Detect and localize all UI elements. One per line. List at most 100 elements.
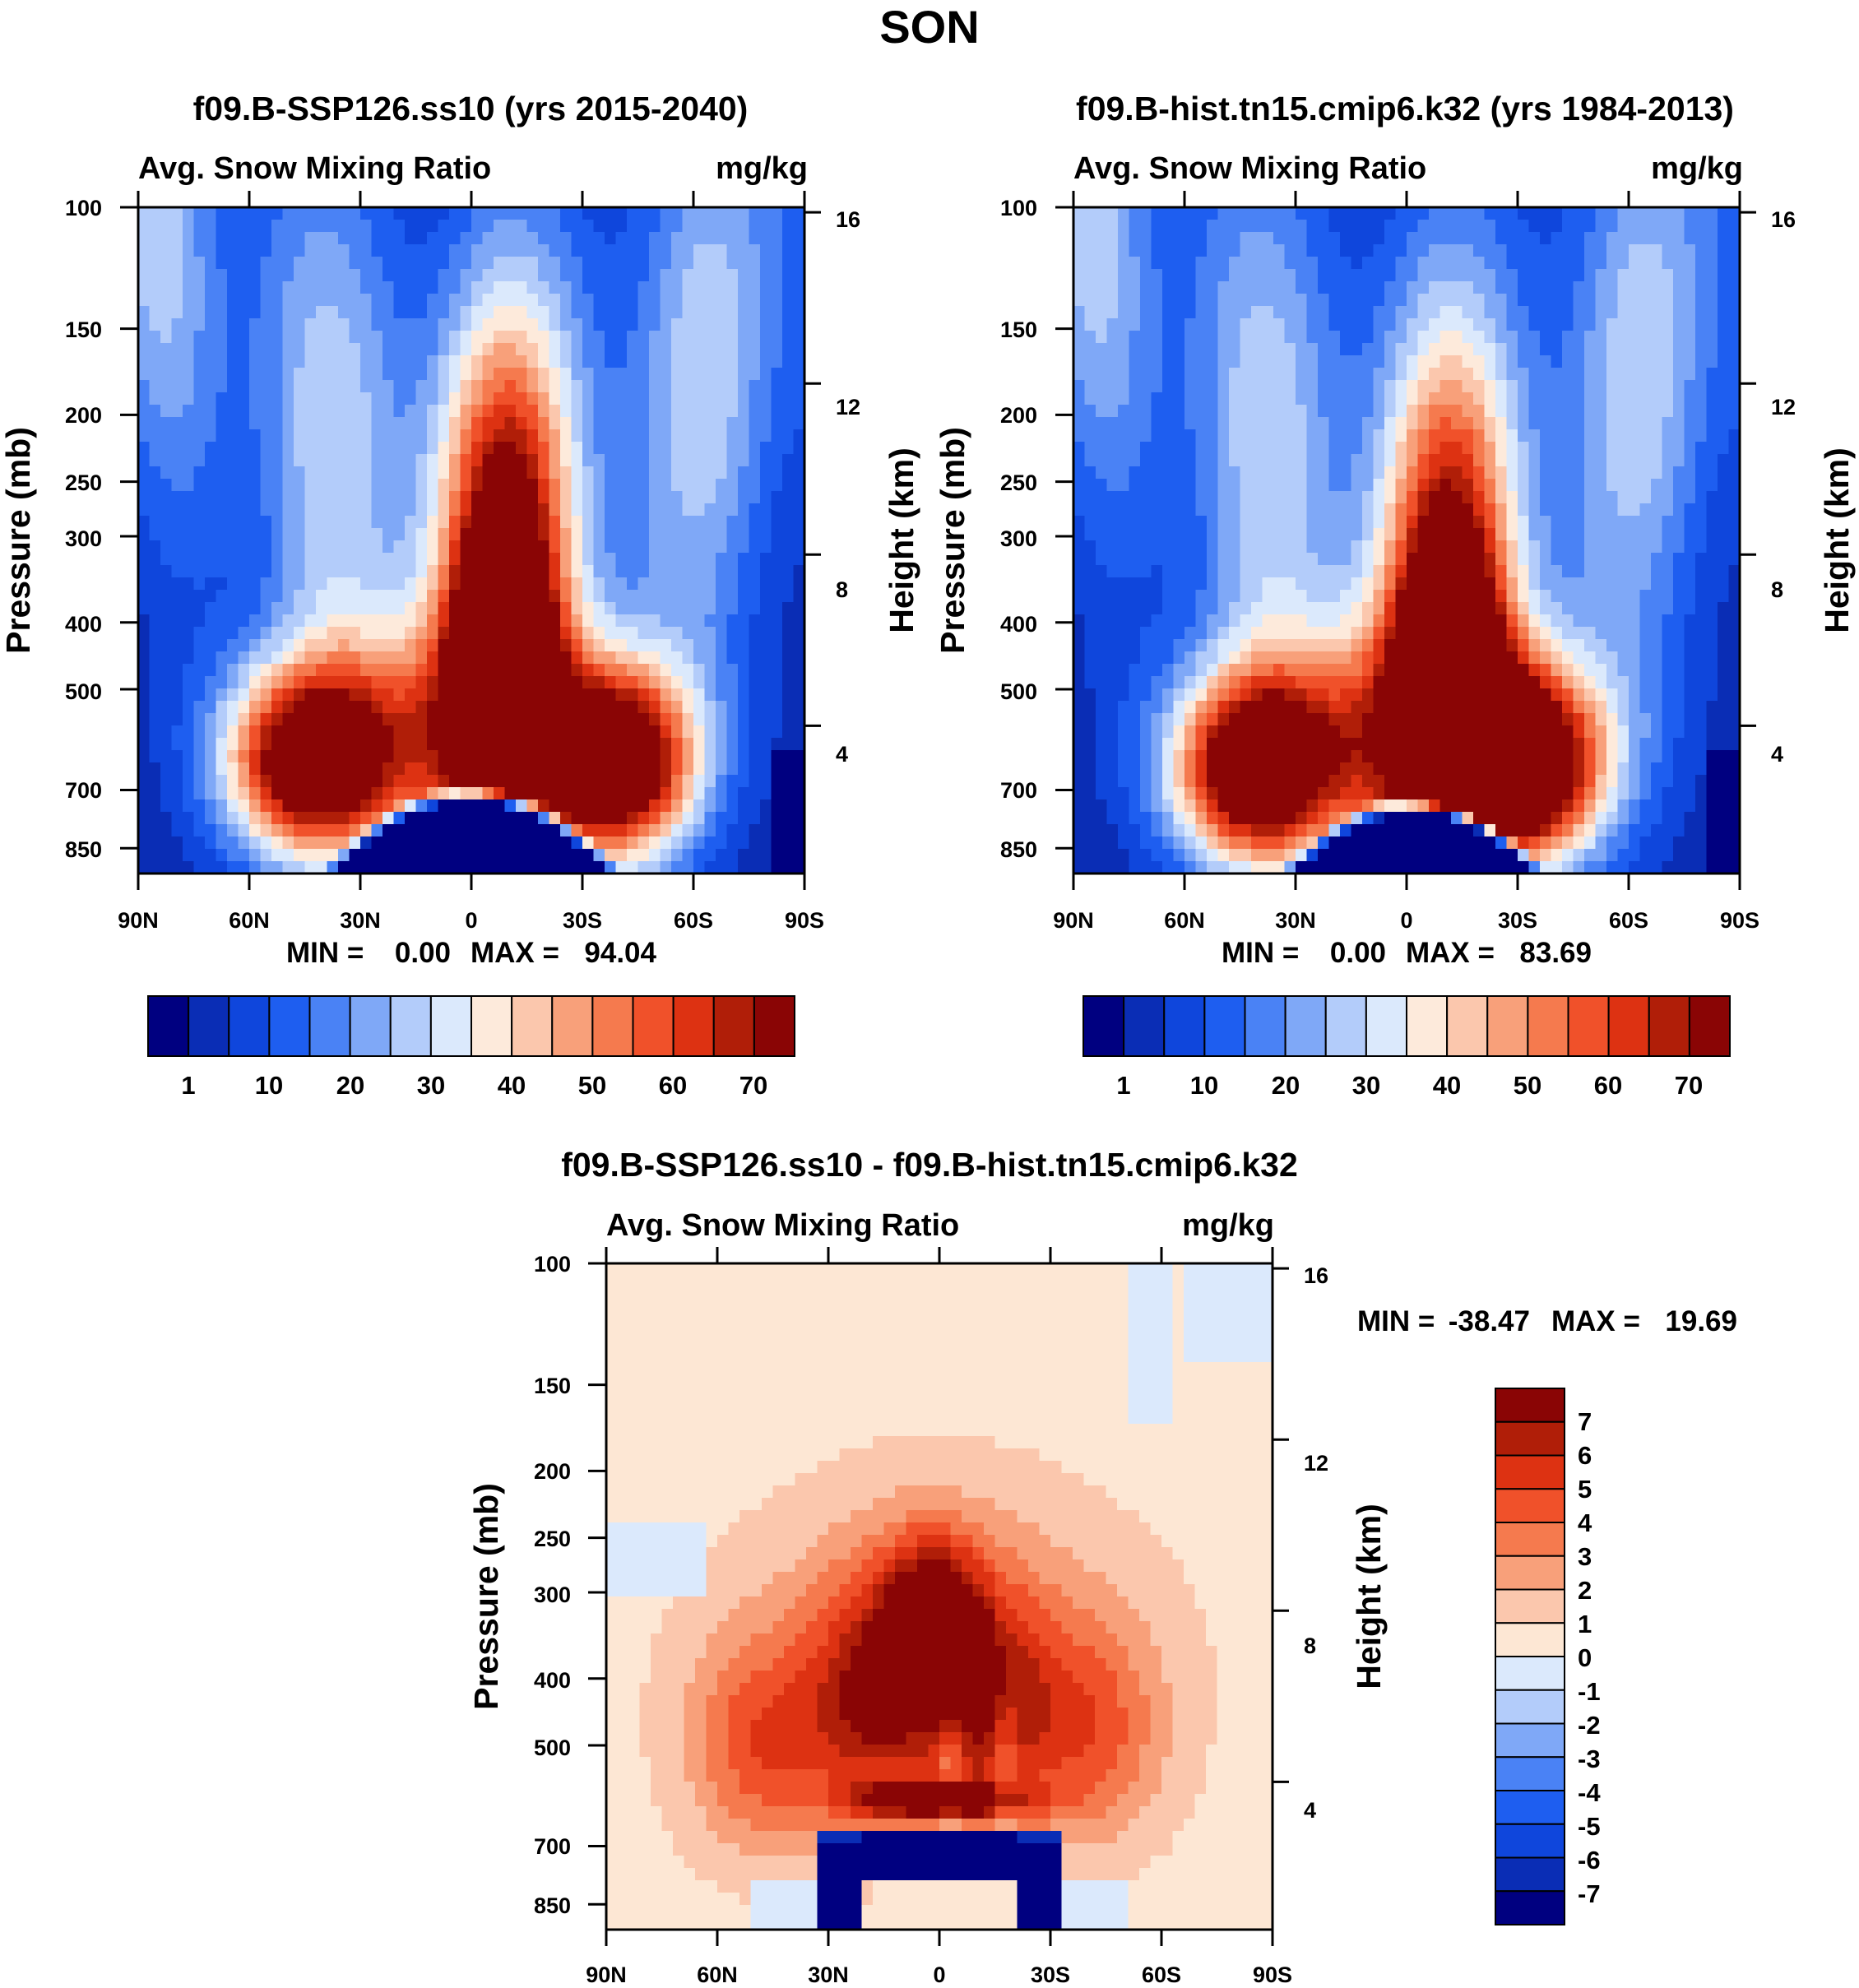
contour-cell bbox=[338, 812, 350, 825]
contour-cell bbox=[183, 664, 195, 677]
contour-cell bbox=[1528, 207, 1541, 220]
contour-cell bbox=[460, 565, 472, 578]
contour-cell bbox=[1684, 331, 1696, 344]
contour-cell bbox=[316, 725, 328, 739]
contour-cell bbox=[1518, 429, 1530, 443]
contour-cell bbox=[171, 220, 183, 233]
contour-cell bbox=[1528, 405, 1541, 418]
contour-cell bbox=[171, 787, 183, 800]
contour-cell bbox=[371, 454, 383, 467]
contour-cell bbox=[1540, 368, 1552, 381]
contour-cell bbox=[1096, 355, 1108, 368]
contour-cell bbox=[1495, 405, 1508, 418]
contour-cell bbox=[205, 466, 217, 480]
contour-cell bbox=[249, 417, 262, 430]
contour-cell bbox=[549, 207, 561, 220]
contour-cell bbox=[671, 257, 684, 270]
contour-cell bbox=[249, 232, 262, 245]
contour-cell bbox=[415, 380, 428, 393]
contour-cell bbox=[138, 553, 151, 566]
contour-cell bbox=[1262, 281, 1274, 294]
contour-cell bbox=[1318, 503, 1330, 517]
contour-cell bbox=[716, 738, 728, 751]
contour-cell bbox=[1495, 454, 1508, 467]
contour-cell bbox=[405, 762, 417, 776]
contour-cell bbox=[516, 269, 528, 282]
contour-cell bbox=[682, 380, 694, 393]
contour-cell bbox=[671, 269, 684, 282]
contour-cell bbox=[382, 602, 395, 615]
contour-cell bbox=[1296, 368, 1308, 381]
contour-cell bbox=[282, 824, 294, 837]
contour-cell bbox=[271, 701, 284, 714]
contour-cell bbox=[1629, 294, 1641, 307]
contour-cell bbox=[338, 244, 350, 257]
contour-cell bbox=[1695, 306, 1708, 319]
contour-cell bbox=[1651, 368, 1663, 381]
contour-cell bbox=[516, 701, 528, 714]
contour-cell bbox=[749, 651, 761, 665]
contour-cell bbox=[1429, 466, 1441, 480]
contour-cell bbox=[1451, 479, 1463, 492]
contour-cell bbox=[360, 602, 373, 615]
contour-cell bbox=[171, 775, 183, 788]
contour-cell bbox=[738, 812, 750, 825]
contour-cell bbox=[593, 787, 605, 800]
contour-cell bbox=[516, 516, 528, 529]
contour-cell bbox=[793, 627, 805, 640]
contour-field bbox=[1073, 207, 1741, 874]
contour-cell bbox=[138, 861, 151, 874]
x-tick-label: 30N bbox=[340, 908, 381, 933]
contour-cell bbox=[216, 750, 228, 763]
contour-cell bbox=[1606, 479, 1619, 492]
contour-cell bbox=[138, 516, 151, 529]
contour-cell bbox=[682, 750, 694, 763]
contour-cell bbox=[1384, 491, 1397, 504]
contour-cell bbox=[1207, 294, 1219, 307]
contour-cell bbox=[1584, 343, 1597, 356]
contour-cell bbox=[549, 442, 561, 455]
contour-cell bbox=[216, 553, 228, 566]
contour-cell bbox=[1484, 454, 1496, 467]
contour-cell bbox=[793, 392, 805, 405]
contour-cell bbox=[726, 392, 739, 405]
x-tick-label: 30S bbox=[563, 908, 602, 933]
contour-cell bbox=[660, 688, 672, 702]
contour-cell bbox=[605, 269, 617, 282]
contour-cell bbox=[1540, 220, 1552, 233]
contour-cell bbox=[1296, 257, 1308, 270]
contour-cell bbox=[571, 602, 583, 615]
contour-cell bbox=[1328, 318, 1341, 331]
contour-cell bbox=[716, 257, 728, 270]
contour-cell bbox=[516, 836, 528, 850]
contour-cell bbox=[649, 676, 661, 689]
contour-cell bbox=[627, 762, 639, 776]
contour-cell bbox=[1284, 392, 1296, 405]
contour-cell bbox=[316, 355, 328, 368]
contour-cell bbox=[1118, 368, 1130, 381]
contour-cell bbox=[415, 577, 428, 591]
contour-cell bbox=[704, 861, 716, 874]
contour-cell bbox=[526, 516, 539, 529]
contour-cell bbox=[1429, 405, 1441, 418]
contour-cell bbox=[393, 664, 406, 677]
contour-cell bbox=[1129, 429, 1141, 443]
contour-cell bbox=[1118, 417, 1130, 430]
contour-cell bbox=[782, 318, 795, 331]
contour-cell bbox=[449, 775, 461, 788]
contour-cell bbox=[438, 368, 450, 381]
contour-cell bbox=[716, 750, 728, 763]
contour-cell bbox=[660, 676, 672, 689]
contour-cell bbox=[1407, 269, 1419, 282]
contour-cell bbox=[704, 257, 716, 270]
contour-cell bbox=[371, 479, 383, 492]
contour-cell bbox=[716, 306, 728, 319]
contour-cell bbox=[1195, 355, 1208, 368]
contour-cell bbox=[1229, 355, 1241, 368]
contour-cell bbox=[216, 232, 228, 245]
contour-cell bbox=[1373, 281, 1385, 294]
contour-cell bbox=[494, 516, 506, 529]
contour-cell bbox=[771, 442, 783, 455]
contour-cell bbox=[1096, 479, 1108, 492]
contour-cell bbox=[1451, 368, 1463, 381]
